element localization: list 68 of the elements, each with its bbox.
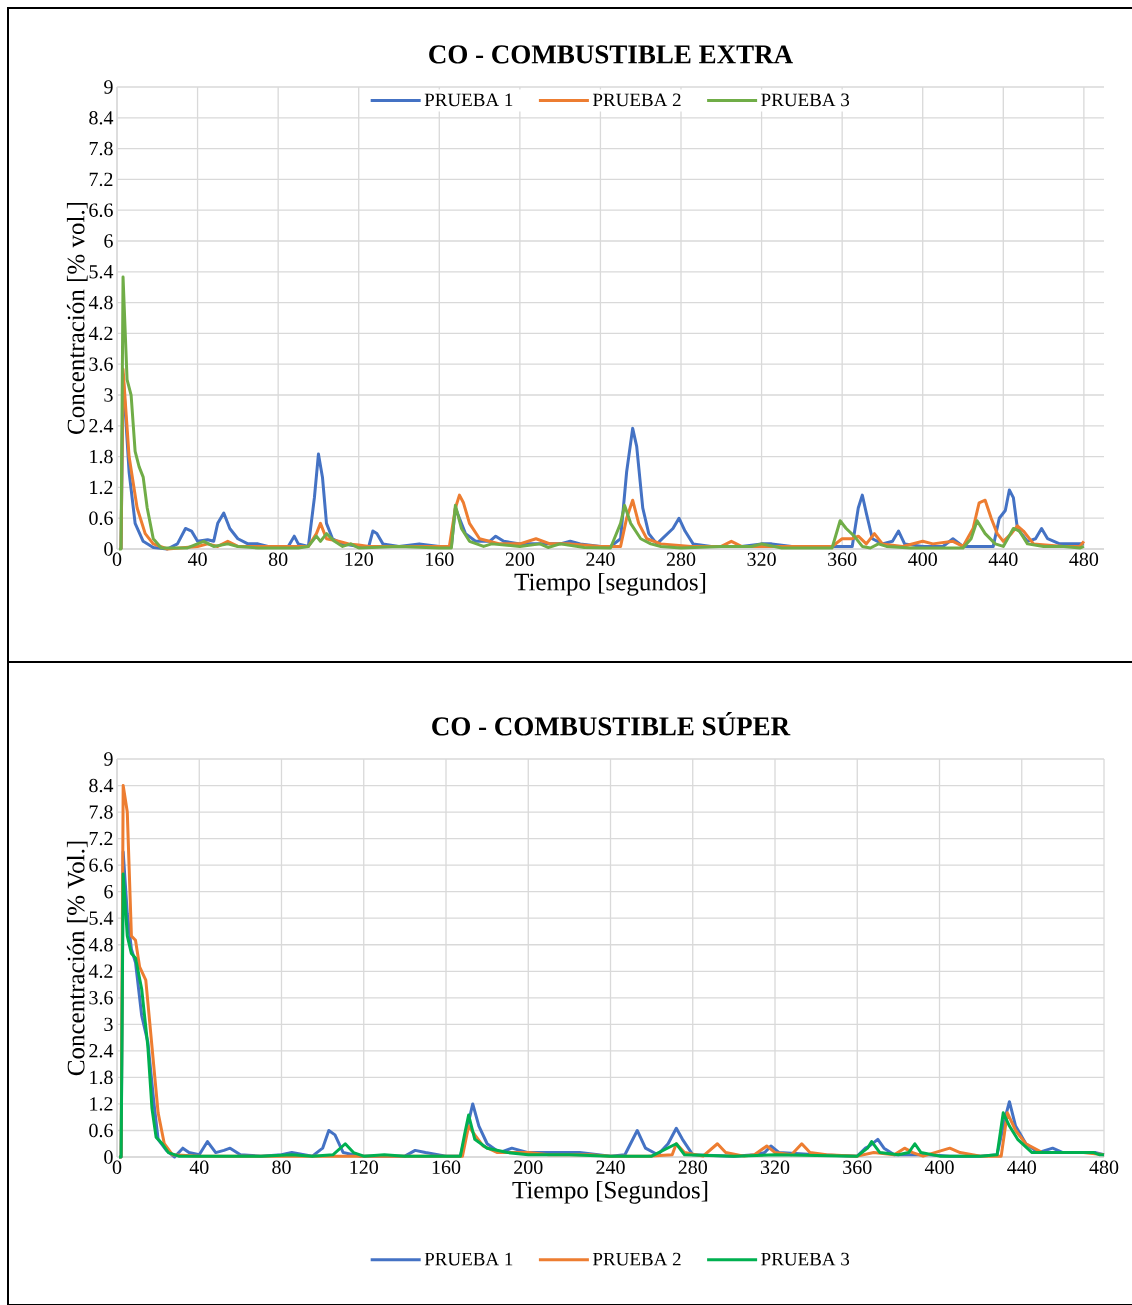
x-tick-label: 480 — [1069, 552, 1099, 567]
x-tick-label: 320 — [760, 1160, 790, 1175]
y-tick-label: 4.2 — [88, 326, 113, 341]
y-tick-label: 7.2 — [89, 172, 113, 187]
x-tick-label: 360 — [828, 552, 857, 567]
y-tick-label: 9 — [104, 80, 113, 94]
x-tick-label: 480 — [1089, 1160, 1119, 1175]
x-tick-label: 80 — [268, 552, 288, 567]
x-tick-label: 80 — [272, 1160, 291, 1175]
y-axis-title: Concentración [% Vol.] — [66, 841, 88, 1076]
y-tick-label: 7.2 — [89, 831, 113, 846]
legend-label: PRUEBA 2 — [592, 1252, 681, 1266]
y-tick-label: 0.6 — [89, 511, 113, 525]
x-axis-title: Tiempo [Segundos] — [512, 1180, 708, 1204]
x-tick-label: 160 — [426, 552, 454, 567]
x-tick-label: 160 — [432, 1160, 461, 1175]
x-tick-label: 320 — [747, 552, 776, 567]
legend-label: PRUEBA 3 — [761, 1252, 850, 1266]
x-tick-label: 120 — [345, 552, 373, 567]
y-tick-label: 7.8 — [89, 805, 113, 819]
legend-label: PRUEBA 1 — [424, 93, 513, 107]
chart-title: CO - COMBUSTIBLE EXTRA — [429, 45, 793, 64]
y-tick-label: 3 — [104, 1017, 113, 1032]
x-tick-label: 200 — [505, 552, 535, 567]
y-tick-label: 4.8 — [88, 295, 113, 310]
x-tick-label: 280 — [678, 1160, 707, 1175]
y-tick-label: 6.6 — [89, 203, 113, 217]
y-tick-label: 2.4 — [89, 1044, 114, 1058]
y-tick-label: 5.4 — [89, 265, 114, 279]
y-tick-label: 3.6 — [89, 991, 113, 1005]
y-tick-label: 6 — [104, 234, 113, 248]
x-tick-label: 40 — [187, 552, 207, 567]
y-tick-label: 7.8 — [89, 141, 113, 156]
x-tick-label: 240 — [586, 552, 615, 567]
y-tick-label: 4.8 — [88, 937, 113, 952]
y-tick-label: 0 — [104, 1150, 113, 1164]
legend-label: PRUEBA 1 — [424, 1252, 513, 1266]
x-tick-label: 400 — [908, 552, 937, 567]
x-axis-title: Tiempo [segundos] — [514, 572, 706, 596]
y-tick-label: 2.4 — [89, 419, 114, 433]
y-tick-label: 1.8 — [90, 1070, 113, 1085]
legend-label: PRUEBA 3 — [761, 93, 850, 107]
x-tick-label: 40 — [189, 1160, 209, 1175]
y-tick-label: 1.2 — [90, 1097, 113, 1111]
y-tick-label: 1.8 — [90, 449, 113, 464]
y-tick-label: 6.6 — [89, 858, 113, 872]
y-tick-label: 0 — [104, 542, 113, 556]
x-tick-label: 440 — [1007, 1160, 1036, 1175]
x-tick-label: 360 — [843, 1160, 872, 1175]
y-tick-label: 0.6 — [89, 1123, 113, 1138]
x-tick-label: 400 — [924, 1160, 954, 1175]
chart-title: CO - COMBUSTIBLE SÚPER — [432, 712, 791, 736]
x-tick-label: 240 — [596, 1160, 625, 1175]
y-tick-label: 5.4 — [89, 911, 114, 925]
y-tick-label: 3.6 — [89, 357, 113, 371]
y-tick-label: 1.2 — [90, 480, 113, 495]
x-tick-label: 120 — [350, 1160, 378, 1175]
y-tick-label: 8.4 — [89, 778, 114, 793]
y-tick-label: 9 — [104, 752, 113, 766]
x-tick-label: 200 — [514, 1160, 543, 1175]
legend-label: PRUEBA 2 — [592, 93, 681, 107]
y-tick-label: 3 — [104, 388, 113, 402]
x-tick-label: 280 — [666, 552, 696, 567]
x-tick-label: 440 — [988, 552, 1018, 567]
y-tick-label: 8.4 — [89, 111, 114, 125]
y-tick-label: 6 — [104, 884, 113, 899]
y-tick-label: 4.2 — [88, 964, 113, 979]
y-axis-title: Concentración [% vol.] — [66, 202, 88, 434]
